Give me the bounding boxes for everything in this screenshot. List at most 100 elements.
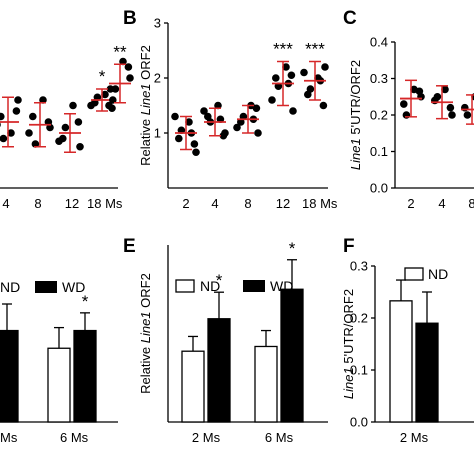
y-tick-label: 0.1 <box>370 144 388 159</box>
data-group-4 <box>200 101 229 140</box>
significance-label: ** <box>113 42 127 61</box>
y-axis-label-part: ORF2 <box>138 45 153 83</box>
y-tick-label: 3 <box>154 16 161 31</box>
data-point <box>319 101 328 110</box>
data-point <box>55 137 63 146</box>
y-axis-label-part: Relative <box>138 343 153 394</box>
data-point <box>272 74 280 82</box>
data-point <box>252 104 261 113</box>
x-tick-label: 2 Ms <box>400 430 429 445</box>
data-point <box>200 107 208 115</box>
x-tick-label: 2 Ms <box>192 430 221 445</box>
data-point <box>109 96 117 104</box>
data-point <box>105 101 113 110</box>
bar-wd <box>280 288 304 423</box>
x-tick-label: 8 <box>244 196 251 211</box>
data-group-4 <box>431 85 456 120</box>
legend-label-nd: ND <box>428 266 448 282</box>
panel-f: F Line1 5'UTR/ORF2 0.0 0.1 0.2 0.3 ND 2 Ms <box>341 236 474 445</box>
y-tick-label: 0.3 <box>370 71 388 86</box>
significance-label: * <box>216 271 223 290</box>
bar-wd <box>415 322 439 423</box>
bar-wd <box>0 329 19 423</box>
y-axis-label-part: ORF2 <box>138 273 153 311</box>
y-tick-label: 0.0 <box>350 415 368 430</box>
data-point <box>0 112 5 121</box>
x-tick-label: 4 <box>438 196 445 211</box>
data-point <box>289 107 297 115</box>
data-point <box>29 112 37 121</box>
data-point <box>190 140 199 148</box>
data-group-12 <box>87 85 116 113</box>
legend-swatch-wd <box>243 280 265 292</box>
legend-label-nd: ND <box>0 279 20 295</box>
data-point <box>124 63 133 71</box>
data-point <box>300 68 308 77</box>
data-point <box>76 142 84 151</box>
y-tick-label: 0.3 <box>350 259 368 274</box>
y-axis-label: Line1 5'UTR/ORF2 <box>348 60 363 170</box>
y-tick-label: 0.2 <box>350 311 368 326</box>
y-tick-label: 0.0 <box>370 181 388 196</box>
legend: ND <box>404 266 448 282</box>
data-point <box>126 74 134 82</box>
data-group-8 <box>461 93 474 125</box>
significance-label: * <box>289 239 296 258</box>
y-tick-label: 0.1 <box>350 363 368 378</box>
bar-nd <box>389 300 413 423</box>
data-point <box>74 118 83 126</box>
data-point <box>448 111 456 119</box>
data-point <box>171 112 179 121</box>
bar-group-6-Ms <box>47 312 97 423</box>
data-point <box>287 71 296 80</box>
data-point <box>400 100 408 108</box>
legend: ND WD <box>0 279 85 295</box>
panel-letter: F <box>343 236 355 257</box>
x-tick-label: 8 <box>34 196 41 211</box>
data-point <box>463 111 472 119</box>
legend-swatch-wd <box>35 281 57 293</box>
data-point <box>214 101 222 110</box>
y-axis-label-gene: Line1 <box>138 83 153 115</box>
data-point <box>111 85 120 93</box>
data-point <box>14 96 22 104</box>
y-tick-label: 1 <box>154 126 161 141</box>
y-tick-label: 0.2 <box>370 108 388 123</box>
data-point <box>306 85 315 93</box>
data-point <box>402 111 411 119</box>
data-point <box>39 96 47 104</box>
panel-letter: C <box>343 8 357 29</box>
legend-label-nd: ND <box>200 278 220 294</box>
x-tick-label: 12 <box>65 196 79 211</box>
legend-swatch-nd <box>175 279 195 293</box>
data-point <box>233 123 241 132</box>
x-tick-label: Ms <box>0 430 18 445</box>
panel-letter: E <box>123 236 136 257</box>
data-group-2 <box>400 79 425 119</box>
legend-label-wd: WD <box>62 279 85 295</box>
y-axis-label-gene: Line1 <box>341 367 356 399</box>
data-group-8 <box>55 101 84 153</box>
data-group-12 <box>268 60 297 115</box>
x-tick-label: 2 <box>407 196 414 211</box>
data-point <box>192 148 200 157</box>
data-point <box>441 85 449 94</box>
y-axis-label: Relative Line1 ORF2 <box>138 45 153 166</box>
panel-c: C Line1 5'UTR/ORF2 0.0 0.1 0.2 0.3 0.4 2 4 8 <box>343 8 474 211</box>
x-tick-label: 6 Ms <box>265 430 294 445</box>
panel-letter: B <box>123 8 137 29</box>
bar-group-2-Ms <box>0 303 19 423</box>
y-axis-label: Relative Line1 ORF2 <box>138 273 153 394</box>
data-group-8 <box>233 101 262 137</box>
data-point <box>0 134 8 143</box>
data-point <box>87 101 95 110</box>
y-axis-label: Line1 5'UTR/ORF2 <box>341 289 356 399</box>
bar-nd <box>47 347 71 423</box>
legend-swatch-nd <box>404 267 424 281</box>
y-axis-label-gene: Line1 <box>348 138 363 170</box>
bar-group-6-Ms <box>254 259 304 423</box>
data-point <box>101 90 109 99</box>
panel-a: ***4 8 12 18 Ms <box>0 42 134 211</box>
x-tick-label: 18 Ms <box>302 196 338 211</box>
